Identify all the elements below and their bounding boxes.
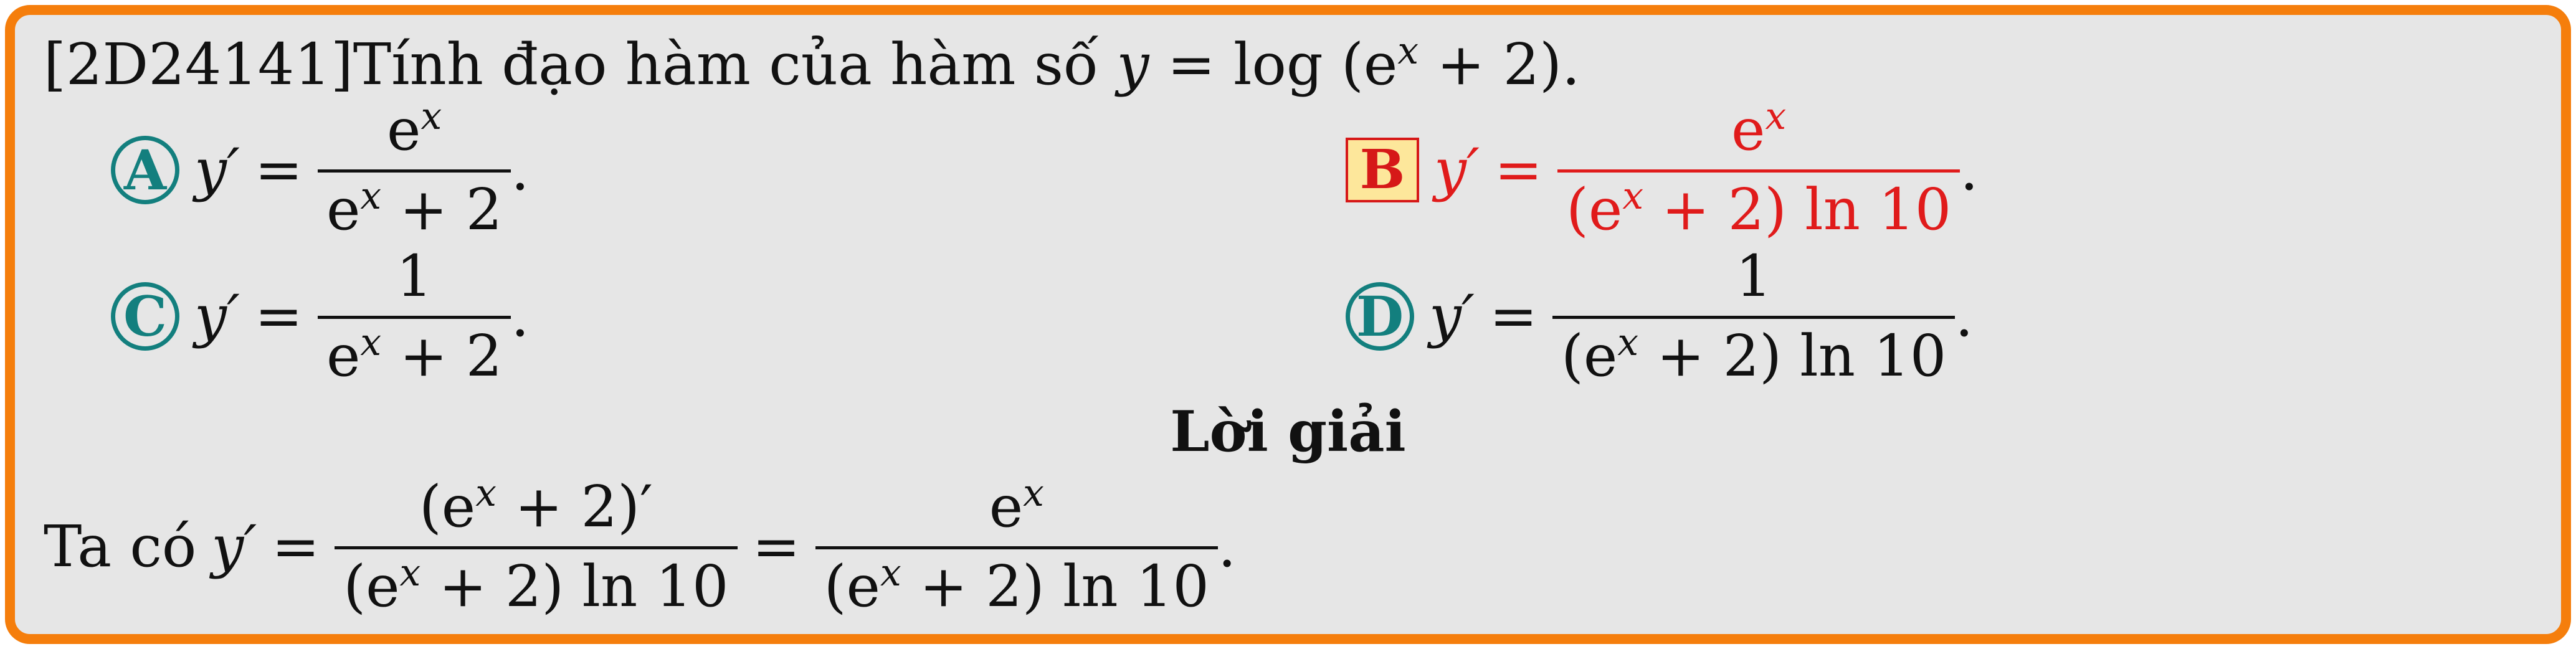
question-card [5, 5, 2571, 644]
question-func-tail: + 2). [1437, 31, 1580, 98]
solution-f2-den: (e [824, 553, 880, 620]
solution-f1-num-exp: x [475, 471, 497, 516]
solution-intro: Ta có [44, 513, 197, 580]
question-func-lhs: y [1116, 31, 1149, 98]
option-d-label[interactable]: D [1346, 282, 1414, 351]
solution-lhs: y′ [211, 513, 257, 580]
option-b[interactable]: B y′ = ex (ex + 2) ln 10 . [1346, 97, 1979, 243]
solution-f2-num-exp: x [1023, 471, 1044, 516]
option-a-den-tail: + 2 [399, 176, 503, 243]
option-c-lhs: y′ [194, 283, 240, 349]
fraction-bar [335, 546, 738, 549]
solution-eq-2: = [752, 513, 801, 580]
option-a-num-exp: x [421, 95, 442, 139]
option-b-label[interactable]: B [1346, 137, 1419, 202]
option-a-den: e [326, 176, 361, 243]
solution-heading: Lời giải [1170, 399, 1406, 465]
option-d-den-exp: x [1617, 321, 1639, 365]
option-b-eq: = [1494, 136, 1542, 203]
option-d-den: (e [1561, 323, 1618, 389]
option-a-lhs: y′ [194, 136, 240, 203]
solution-f1-num: (e [419, 473, 476, 540]
option-d[interactable]: D y′ = 1 (ex + 2) ln 10 . [1346, 243, 1974, 389]
option-a-fraction: ex ex + 2 [317, 95, 511, 243]
option-c-den: e [326, 323, 361, 389]
option-a-num: e [387, 97, 421, 163]
option-b-fraction: ex (ex + 2) ln 10 [1557, 95, 1961, 243]
option-a-end: . [511, 136, 530, 203]
option-b-num-exp: x [1765, 95, 1787, 139]
fraction-bar [815, 546, 1218, 549]
option-a-label[interactable]: A [111, 135, 179, 204]
option-b-end: . [1960, 136, 1979, 203]
option-c-eq: = [254, 283, 303, 349]
fraction-bar [317, 169, 511, 173]
option-c-label[interactable]: C [111, 282, 179, 351]
option-d-end: . [1955, 283, 1974, 349]
option-c-den-exp: x [360, 321, 382, 365]
option-d-lhs: y′ [1429, 283, 1475, 349]
option-a[interactable]: A y′ = ex ex + 2 . [111, 97, 530, 243]
option-c-den-tail: + 2 [399, 323, 503, 389]
solution-f1-num-tail: + 2)′ [515, 473, 653, 540]
option-a-den-exp: x [360, 174, 382, 219]
solution-f1-den: (e [343, 553, 400, 620]
solution-fraction-1: (ex + 2)′ (ex + 2) ln 10 [335, 471, 738, 620]
option-c-num: 1 [396, 243, 433, 310]
question-text: Tính đạo hàm của hàm số [353, 31, 1099, 98]
option-d-eq: = [1489, 283, 1538, 349]
option-d-den-tail: + 2) ln 10 [1656, 323, 1947, 389]
solution-f2-den-exp: x [880, 551, 901, 595]
option-b-lhs: y′ [1434, 136, 1480, 203]
solution-f1-den-exp: x [399, 551, 421, 595]
question-code: [2D24141] [44, 31, 353, 98]
solution-f2-den-tail: + 2) ln 10 [919, 553, 1209, 620]
solution-end: . [1217, 513, 1237, 580]
question-eq: = [1167, 31, 1215, 98]
option-c-fraction: 1 ex + 2 [317, 243, 511, 389]
fraction-bar [1552, 316, 1956, 319]
option-a-eq: = [254, 136, 303, 203]
question-line: [2D24141]Tính đạo hàm của hàm số y = log… [44, 32, 1580, 93]
option-b-den-tail: + 2) ln 10 [1661, 176, 1952, 243]
fraction-bar [1557, 169, 1961, 173]
solution-line: Ta có y′ = (ex + 2)′ (ex + 2) ln 10 = ex… [44, 473, 1236, 620]
option-d-num: 1 [1735, 243, 1772, 310]
option-b-num: e [1731, 97, 1766, 163]
solution-f2-num: e [989, 473, 1024, 540]
option-b-den: (e [1566, 176, 1623, 243]
option-b-den-exp: x [1622, 174, 1644, 219]
solution-eq-1: = [272, 513, 320, 580]
option-c-end: . [511, 283, 530, 349]
fraction-bar [317, 316, 511, 319]
solution-fraction-2: ex (ex + 2) ln 10 [815, 473, 1218, 620]
solution-f1-den-tail: + 2) ln 10 [439, 553, 729, 620]
question-func-exp: x [1397, 29, 1419, 73]
option-d-fraction: 1 (ex + 2) ln 10 [1552, 243, 1956, 389]
question-func-rhs: log (e [1233, 31, 1398, 98]
option-c[interactable]: C y′ = 1 ex + 2 . [111, 243, 530, 389]
